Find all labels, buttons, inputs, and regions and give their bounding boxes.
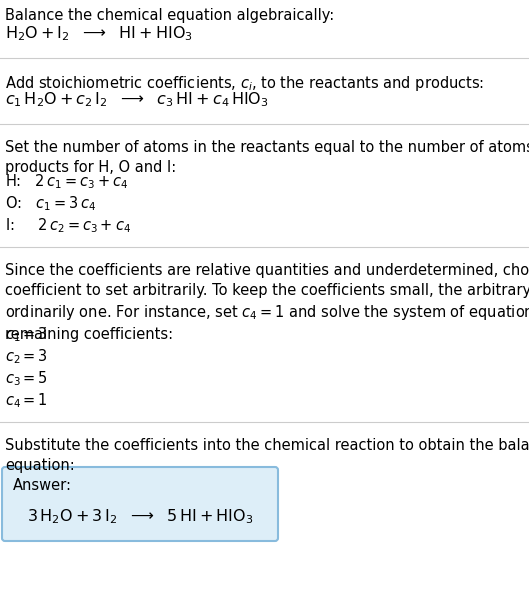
FancyBboxPatch shape [2,467,278,541]
Text: $c_1 = 3$: $c_1 = 3$ [5,325,48,344]
Text: $\mathrm{H_2O + I_2}$  $\longrightarrow$  $\mathrm{HI + HIO_3}$: $\mathrm{H_2O + I_2}$ $\longrightarrow$ … [5,24,193,42]
Text: $3\,\mathrm{H_2O} + 3\,\mathrm{I_2}$  $\longrightarrow$  $5\,\mathrm{HI + HIO_3}: $3\,\mathrm{H_2O} + 3\,\mathrm{I_2}$ $\l… [27,507,253,526]
Text: H:   $2\,c_1 = c_3 + c_4$: H: $2\,c_1 = c_3 + c_4$ [5,172,129,191]
Text: Add stoichiometric coefficients, $c_i$, to the reactants and products:: Add stoichiometric coefficients, $c_i$, … [5,74,484,93]
Text: I:     $2\,c_2 = c_3 + c_4$: I: $2\,c_2 = c_3 + c_4$ [5,216,131,235]
Text: Set the number of atoms in the reactants equal to the number of atoms in the
pro: Set the number of atoms in the reactants… [5,140,529,175]
Text: $c_2 = 3$: $c_2 = 3$ [5,347,48,365]
Text: Since the coefficients are relative quantities and underdetermined, choose a
coe: Since the coefficients are relative quan… [5,263,529,342]
Text: $c_3 = 5$: $c_3 = 5$ [5,369,48,388]
Text: $c_4 = 1$: $c_4 = 1$ [5,391,48,410]
Text: O:   $c_1 = 3\,c_4$: O: $c_1 = 3\,c_4$ [5,194,96,212]
Text: $c_1\,\mathrm{H_2O} + c_2\,\mathrm{I_2}$  $\longrightarrow$  $c_3\,\mathrm{HI} +: $c_1\,\mathrm{H_2O} + c_2\,\mathrm{I_2}$… [5,90,269,109]
Text: Balance the chemical equation algebraically:: Balance the chemical equation algebraica… [5,8,334,23]
Text: Answer:: Answer: [13,478,72,493]
Text: Substitute the coefficients into the chemical reaction to obtain the balanced
eq: Substitute the coefficients into the che… [5,438,529,473]
